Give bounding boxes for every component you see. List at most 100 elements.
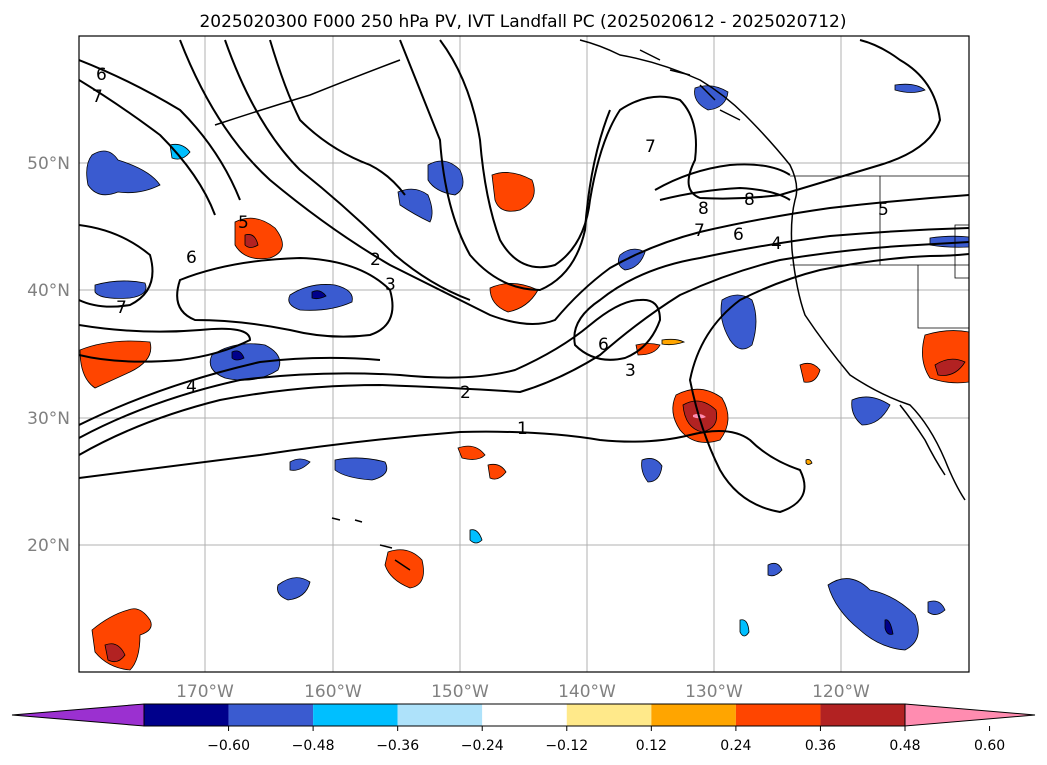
pos-anomaly-blob [489,283,539,313]
pv-contour-4 [79,356,381,426]
colorbar-segment [566,704,652,726]
neg-anomaly-blob [334,457,388,481]
colorbar-segment [735,704,821,726]
neg-anomaly-blob [277,577,311,601]
contour-label: 1 [517,419,528,439]
pos-anomaly-blob [91,608,152,671]
colorbar: −0.60 −0.48 −0.36 −0.24 −0.12 0.12 0.24 0.36 0.4… [11,703,1036,754]
pv-contour-upper-west [79,59,241,201]
neg-anomaly-blob [169,143,191,160]
contour-label: 2 [370,250,381,270]
colorbar-segment [144,704,229,726]
neg-anomaly-core [231,350,245,361]
colorbar-tick-label: 0.36 [805,738,836,754]
pos-anomaly-blob [487,463,507,480]
map-frame [78,35,970,673]
state-boundary [917,265,969,329]
pv-contour-ridge-2 [399,39,611,292]
neg-anomaly-blob [927,600,946,615]
colorbar-segment [228,704,314,726]
colorbar-segment [482,704,567,726]
pos-anomaly-core [934,358,966,376]
ivt-positive-anomalies [79,172,969,671]
contour-label: 7 [645,137,656,157]
pv-contour-labels: 6 7 5 6 7 2 3 4 7 8 8 7 6 4 5 6 3 2 1 [92,65,889,439]
pv-contour-2-upper [179,39,969,325]
neg-anomaly-core [311,290,327,300]
lon-label: 150°W [431,682,489,702]
lon-label: 140°W [558,682,616,702]
lat-label: 20°N [27,536,70,556]
gridlines [79,36,969,672]
contour-label: 2 [460,383,471,403]
lon-label: 170°W [176,682,234,702]
neg-anomaly-blob [397,188,433,223]
pv-contour-3 [79,227,969,439]
lon-label: 120°W [812,682,870,702]
contour-label: 7 [116,298,127,318]
pos-anomaly-blob [384,549,424,589]
contour-label: 6 [733,225,744,245]
colorbar-tick-label: −0.60 [207,738,250,754]
lat-label: 30°N [27,409,70,429]
colorbar-tick-label: 0.48 [889,738,920,754]
neg-anomaly-blob [894,83,926,93]
colorbar-tick-label: 0.24 [720,738,751,754]
pos-anomaly-core [104,643,126,663]
figure-title: 2025020300 F000 250 hPa PV, IVT Landfall… [199,12,846,32]
lon-label: 130°W [685,682,743,702]
neg-anomaly-blob [427,160,464,196]
contour-label: 4 [186,377,197,397]
neg-anomaly-blob [641,458,663,483]
latitude-labels: 50°N 40°N 30°N 20°N [27,154,70,556]
colorbar-outline [143,703,906,727]
pv-contour-upper-west-2 [79,79,216,216]
neg-anomaly-blob [469,529,483,544]
neg-anomaly-blob [94,280,147,299]
colorbar-extend-max [904,703,1036,727]
pv-contour-north [269,39,406,196]
pos-anomaly-blob [234,217,283,260]
lat-label: 50°N [27,154,70,174]
contour-label: 5 [238,213,249,233]
north-america-coast [579,39,966,501]
contour-label: 7 [92,87,103,107]
contour-label: 5 [878,200,889,220]
neg-anomaly-blob [289,458,311,471]
contour-label: 7 [694,221,705,241]
neg-anomaly-blob [86,150,161,196]
pv-contour-7-east [654,163,791,191]
pos-anomaly-blob [799,362,821,383]
colorbar-extend-min [11,703,145,727]
contour-label: 6 [96,65,107,85]
colorbar-tick-label: 0.60 [974,738,1005,754]
pv-contour-2 [79,241,969,456]
neg-anomaly-blob [827,578,919,651]
lon-label: 160°W [304,682,362,702]
map-panel: 6 7 5 6 7 2 3 4 7 8 8 7 6 4 5 6 3 2 1 [79,36,969,672]
colorbar-tick-label: −0.24 [461,738,504,754]
neg-anomaly-blob [851,396,891,426]
colorbar-segment [820,704,905,726]
colorbar-segment [313,704,398,726]
colorbar-tick-label: −0.36 [376,738,419,754]
aleutian-coast [214,59,401,126]
pos-anomaly-core [244,234,259,248]
colorbar-segment [651,704,736,726]
ivt-negative-anomalies [86,83,969,651]
colorbar-tick-label: −0.48 [292,738,335,754]
pv-contour-loop-6 [176,256,394,338]
baja-peninsula [899,404,946,476]
colorbar-tick-label: −0.12 [545,738,588,754]
coastlines [214,39,966,571]
contour-label: 3 [385,275,396,295]
neg-anomaly-blob [209,343,281,381]
contour-label: 3 [625,361,636,381]
pv-contour-7-left [79,224,154,308]
pos-anomaly-blob [79,340,152,389]
neg-anomaly-core [884,619,894,635]
alaska-panhandle [639,49,741,121]
neg-anomaly-blob [767,562,783,577]
pos-anomaly-blob [805,459,813,465]
